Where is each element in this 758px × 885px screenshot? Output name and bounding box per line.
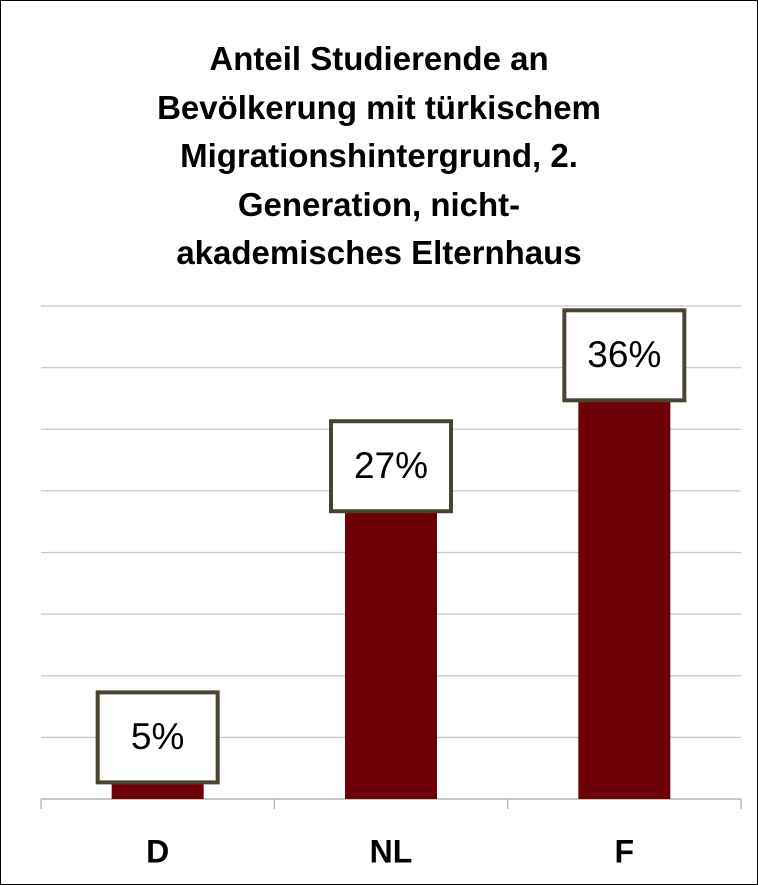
data-label-box <box>95 690 220 785</box>
data-label: 36% <box>587 334 661 375</box>
data-label-box <box>562 308 687 403</box>
chart-title: Anteil Studierende an Bevölkerung mit tü… <box>157 40 601 271</box>
x-tick-label: NL <box>370 833 413 869</box>
bar <box>578 355 671 799</box>
x-tick-label: D <box>146 833 169 869</box>
data-label-box <box>329 419 453 514</box>
data-label: 5% <box>131 716 184 757</box>
x-tick-label: F <box>615 833 635 869</box>
bar <box>345 466 437 799</box>
data-label: 27% <box>354 445 428 486</box>
